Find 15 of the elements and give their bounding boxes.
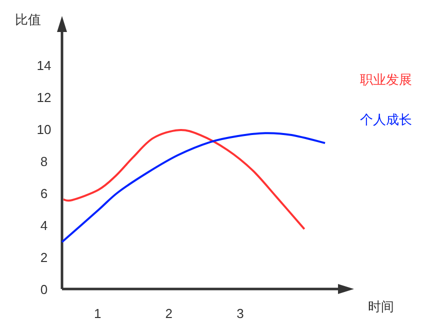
x-tick-label: 2 xyxy=(165,306,173,321)
y-tick-label: 0 xyxy=(40,282,48,297)
y-axis-title: 比值 xyxy=(15,12,41,27)
y-tick-label: 12 xyxy=(36,90,52,106)
x-tick-label: 1 xyxy=(94,306,102,321)
x-tick-label: 3 xyxy=(236,306,244,321)
text: 职业发展 xyxy=(360,72,412,87)
text: 个人成长 xyxy=(360,112,412,127)
x-axis-title: 时间 xyxy=(368,299,394,314)
y-tick-label: 8 xyxy=(40,154,48,170)
y-tick-label: 6 xyxy=(40,186,48,202)
y-tick-label: 10 xyxy=(36,122,52,138)
y-tick-label: 2 xyxy=(40,250,48,266)
y-tick-label: 14 xyxy=(36,58,52,74)
y-tick-label: 4 xyxy=(40,218,48,234)
